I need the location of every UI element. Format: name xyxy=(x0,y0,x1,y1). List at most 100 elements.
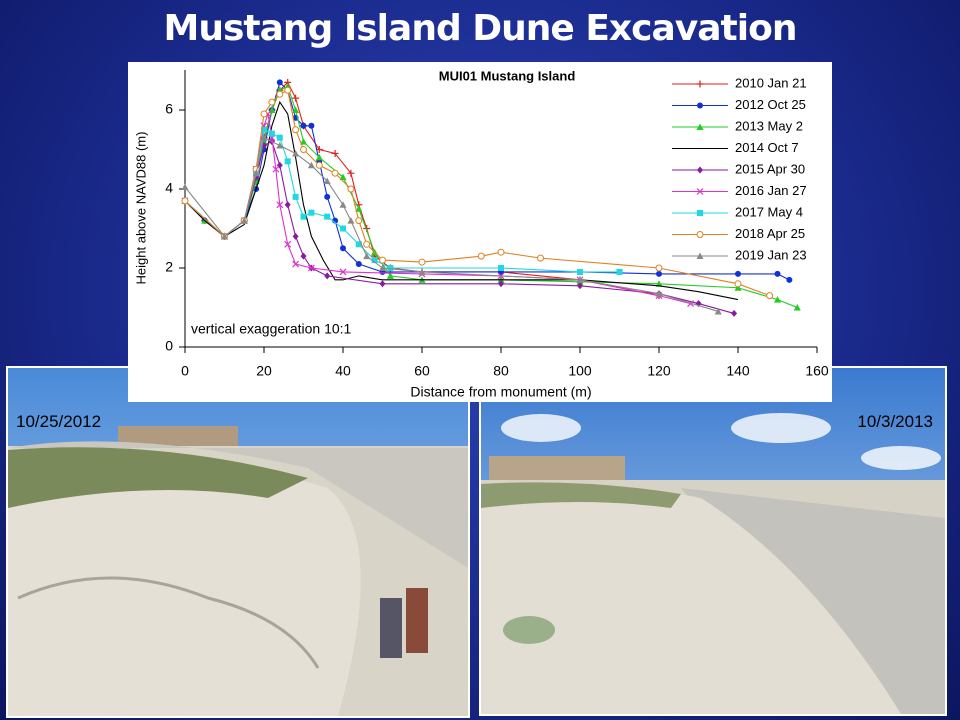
legend-label: 2013 May 2 xyxy=(735,118,803,133)
marker xyxy=(774,270,781,277)
marker xyxy=(292,260,300,268)
marker xyxy=(355,261,362,268)
marker xyxy=(292,106,300,113)
x-tick-label: 40 xyxy=(335,363,351,379)
marker xyxy=(347,169,355,177)
annotation: vertical exaggeration 10:1 xyxy=(191,321,352,337)
photo-image xyxy=(8,368,468,716)
marker xyxy=(261,126,267,133)
legend-label: 2012 Oct 25 xyxy=(735,97,806,112)
marker xyxy=(339,173,347,181)
marker xyxy=(363,252,371,260)
marker xyxy=(577,268,583,275)
legend-label: 2019 Jan 23 xyxy=(735,247,807,262)
x-tick-label: 20 xyxy=(256,363,272,379)
marker xyxy=(379,280,386,288)
y-tick-label: 6 xyxy=(165,101,173,117)
slide-title: Mustang Island Dune Excavation xyxy=(163,8,798,49)
marker xyxy=(418,258,426,266)
marker xyxy=(774,296,781,303)
series xyxy=(184,100,739,301)
legend-label: 2017 May 4 xyxy=(735,204,803,219)
marker xyxy=(355,217,363,225)
marker xyxy=(315,153,323,161)
marker xyxy=(498,280,504,288)
y-axis-label: Height above NAVD88 (m) xyxy=(133,132,148,285)
marker xyxy=(331,169,339,177)
series xyxy=(181,86,774,300)
marker xyxy=(181,197,189,205)
marker xyxy=(735,270,741,277)
legend-label: 2018 Apr 25 xyxy=(735,226,805,241)
x-tick-label: 0 xyxy=(181,363,189,379)
marker xyxy=(379,264,386,271)
marker xyxy=(292,126,300,134)
marker xyxy=(181,183,189,191)
marker xyxy=(307,161,315,169)
marker xyxy=(347,185,355,193)
x-tick-label: 60 xyxy=(414,363,430,379)
marker xyxy=(537,254,544,262)
legend-label: 2016 Jan 27 xyxy=(735,183,807,198)
marker xyxy=(340,225,346,232)
marker xyxy=(418,268,426,275)
marker xyxy=(734,284,742,291)
legend-marker xyxy=(696,80,704,88)
legend-marker xyxy=(696,231,704,238)
marker xyxy=(300,138,307,145)
x-tick-label: 120 xyxy=(647,363,671,379)
series xyxy=(181,134,722,315)
marker xyxy=(284,201,291,209)
series-line xyxy=(184,100,739,301)
photo-image xyxy=(481,368,945,714)
marker xyxy=(276,134,283,141)
marker xyxy=(497,248,505,256)
marker xyxy=(655,290,663,297)
photo: 10/3/2013 xyxy=(479,366,947,716)
legend-marker xyxy=(697,166,703,174)
marker xyxy=(276,79,283,86)
marker xyxy=(268,98,276,106)
marker xyxy=(766,292,774,300)
x-axis-label: Distance from monument (m) xyxy=(410,384,591,400)
marker xyxy=(347,217,355,224)
marker xyxy=(240,217,248,224)
marker xyxy=(339,268,347,276)
legend-label: 2010 Jan 21 xyxy=(735,75,807,90)
x-tick-label: 80 xyxy=(493,363,509,379)
marker xyxy=(731,309,738,317)
marker xyxy=(386,272,394,279)
marker xyxy=(714,307,722,315)
marker xyxy=(576,276,584,283)
legend-marker xyxy=(696,188,704,195)
marker xyxy=(355,241,362,248)
marker xyxy=(656,270,662,277)
marker xyxy=(655,264,663,272)
legend-marker xyxy=(696,252,704,259)
marker xyxy=(260,138,268,145)
marker xyxy=(355,205,363,212)
marker xyxy=(363,240,371,248)
marker xyxy=(498,265,504,271)
marker xyxy=(276,201,284,209)
marker xyxy=(284,158,291,165)
marker xyxy=(292,232,299,240)
marker xyxy=(292,149,300,157)
legend-marker xyxy=(697,210,703,216)
marker xyxy=(272,165,280,173)
marker xyxy=(284,86,292,94)
chart-panel xyxy=(128,62,832,402)
marker xyxy=(300,213,307,220)
marker xyxy=(324,213,331,220)
marker xyxy=(323,177,331,185)
marker xyxy=(284,240,292,248)
marker xyxy=(300,122,307,129)
marker xyxy=(340,245,346,252)
marker xyxy=(292,193,299,200)
marker xyxy=(300,252,307,260)
y-tick-label: 4 xyxy=(165,180,173,196)
legend-marker xyxy=(697,102,703,109)
photo-caption: 10/3/2013 xyxy=(857,412,933,431)
